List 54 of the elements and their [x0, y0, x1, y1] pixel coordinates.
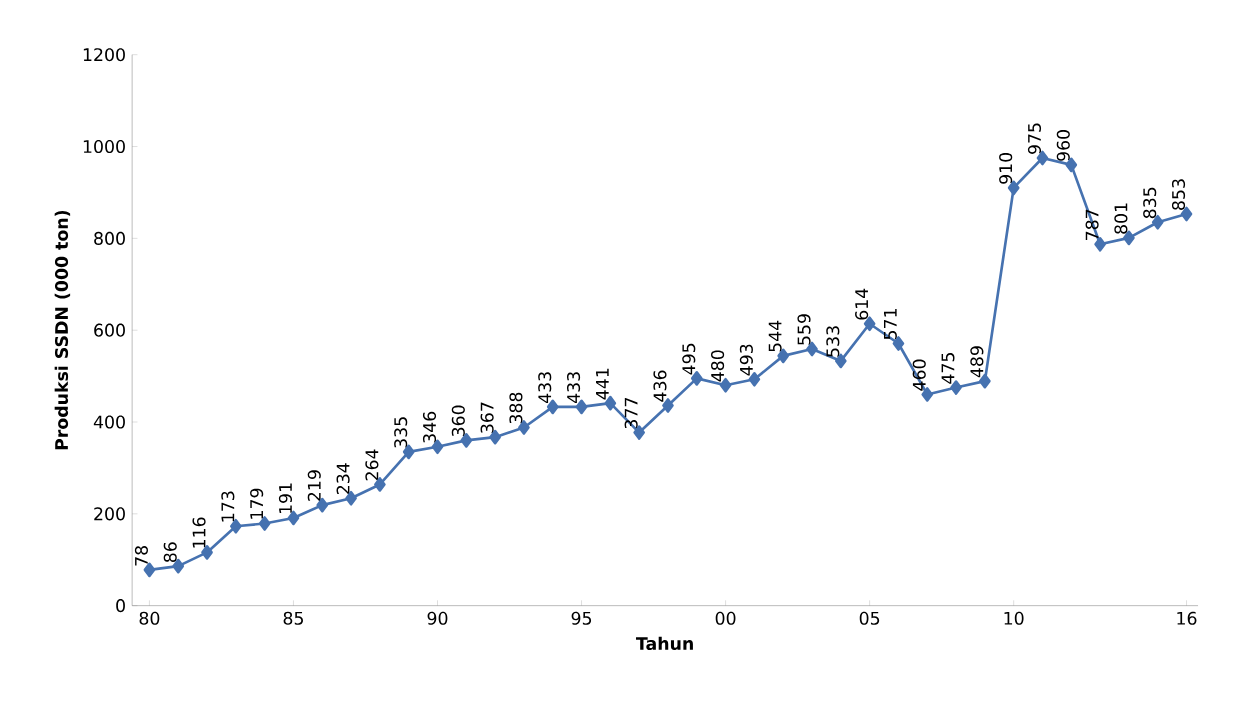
data-label: 480 [711, 350, 725, 382]
data-label: 86 [163, 542, 177, 562]
data-label: 116 [192, 517, 206, 548]
x-axis-title: Tahun [636, 636, 693, 650]
data-label: 78 [134, 545, 148, 566]
x-tick-label: 00 [715, 611, 736, 625]
x-tick-label: 05 [859, 611, 880, 625]
data-label: 853 [1171, 179, 1186, 210]
data-label: 787 [1085, 209, 1099, 240]
data-label: 436 [653, 370, 667, 402]
data-label: 234 [336, 462, 350, 494]
data-label: 533 [826, 326, 840, 357]
data-label: 388 [509, 392, 523, 424]
data-label: 614 [855, 288, 869, 320]
x-tick-label: 95 [571, 611, 592, 625]
data-label: 559 [797, 314, 811, 345]
data-label: 179 [250, 488, 264, 519]
data-label: 219 [307, 470, 321, 501]
data-label: 346 [422, 411, 437, 443]
data-label: 433 [566, 372, 581, 403]
y-tick-label: 1000 [83, 139, 125, 153]
data-label: 544 [768, 320, 782, 352]
data-label: 433 [538, 372, 552, 403]
data-label: 489 [970, 346, 984, 378]
data-label: 571 [884, 308, 897, 340]
y-tick-label: 600 [94, 323, 125, 337]
y-axis-title: Produksi SSDN (000 ton) [54, 210, 71, 450]
y-tick-label: 1200 [83, 47, 125, 62]
y-tick-label: 400 [93, 415, 125, 429]
data-label: 367 [480, 402, 494, 433]
data-label: 801 [1114, 203, 1128, 234]
data-label: 475 [941, 352, 955, 384]
y-tick-label: 0 [116, 598, 125, 613]
data-label: 460 [912, 359, 926, 391]
data-label: 191 [278, 483, 293, 513]
data-label: 377 [624, 397, 638, 429]
x-tick-label: 80 [139, 611, 160, 625]
data-label: 264 [365, 449, 379, 481]
data-label: 910 [999, 152, 1013, 184]
x-tick-label: 10 [1004, 611, 1024, 625]
data-label: 441 [596, 368, 609, 400]
data-label: 495 [682, 343, 696, 375]
data-label: 360 [451, 405, 465, 436]
x-tick-label: 85 [283, 611, 303, 625]
data-label: 173 [221, 491, 235, 522]
data-label: 493 [739, 344, 753, 376]
data-label: 960 [1056, 129, 1070, 161]
data-label: 335 [394, 417, 408, 448]
x-tick-label: 16 [1177, 611, 1197, 625]
y-tick-label: 200 [94, 507, 125, 521]
x-tick-label: 90 [427, 611, 448, 625]
y-tick-label: 800 [94, 231, 125, 245]
data-label: 835 [1143, 187, 1157, 218]
data-label: 975 [1027, 123, 1042, 154]
